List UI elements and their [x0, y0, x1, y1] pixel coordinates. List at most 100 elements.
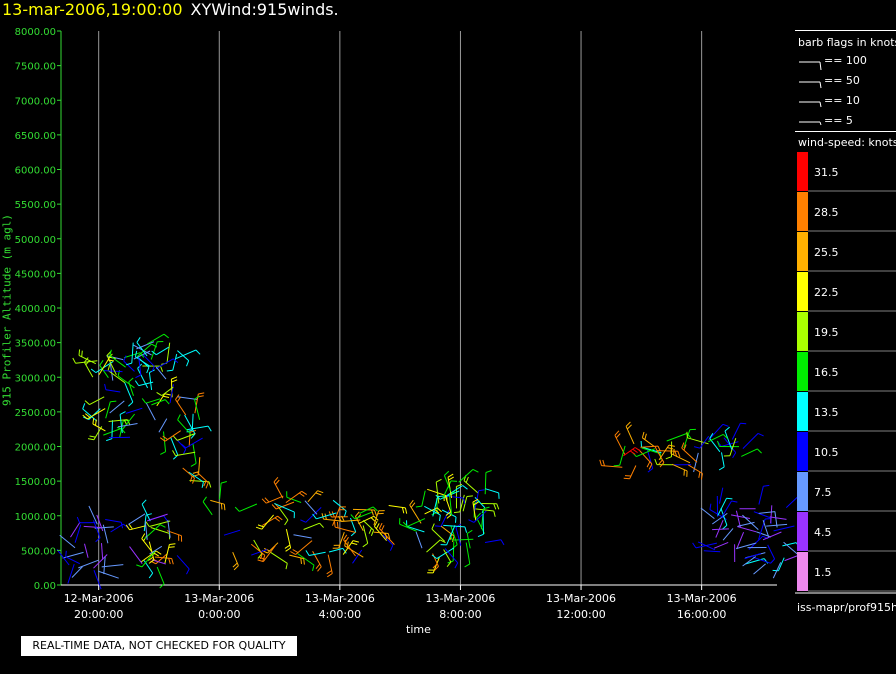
- wind-barb: [155, 358, 174, 370]
- wind-barb-flag: [257, 553, 263, 559]
- y-axis-label: 915 Profiler Altitude (m agl): [0, 213, 14, 407]
- y-tick-label: 6000.00: [15, 166, 56, 177]
- wind-barb: [473, 510, 487, 523]
- wind-barb: [458, 469, 474, 483]
- wind-barb: [304, 500, 318, 515]
- wind-barb: [362, 520, 374, 531]
- wind-barb: [431, 528, 446, 542]
- x-tick-label: 16:00:00: [677, 608, 726, 621]
- wind-barb: [147, 513, 168, 522]
- wind-barb-flag: [770, 558, 775, 564]
- speed-label: 7.5: [814, 486, 832, 499]
- wind-barb: [97, 570, 119, 579]
- wind-barb-flag: [78, 349, 81, 356]
- wind-barb: [642, 437, 655, 447]
- wind-barb-flag: [632, 448, 638, 454]
- wind-barb: [136, 342, 148, 357]
- speed-label: 4.5: [814, 526, 832, 539]
- wind-barb-flag: [72, 357, 77, 364]
- wind-barb-flag: [500, 539, 505, 546]
- wind-barb: [128, 381, 134, 396]
- wind-barb-flag: [346, 541, 349, 548]
- wind-barb: [712, 512, 728, 525]
- wind-barb-flag: [344, 536, 349, 543]
- wind-barb-flag: [160, 451, 166, 455]
- wind-barb: [758, 511, 775, 514]
- wind-barb-flag: [89, 435, 96, 438]
- speed-label: 13.5: [814, 406, 839, 419]
- wind-barb: [188, 432, 191, 447]
- wind-barb: [141, 550, 156, 568]
- speed-color-swatch: [797, 352, 808, 391]
- wind-barb-flag: [123, 355, 127, 362]
- wind-barb-flag: [172, 435, 178, 441]
- wind-barb-flag: [257, 524, 264, 528]
- y-tick-label: 500.00: [21, 546, 56, 557]
- wind-barb: [352, 549, 363, 564]
- wind-barb: [443, 475, 452, 492]
- wind-barb-flag: [446, 514, 452, 519]
- wind-barb-flag: [84, 413, 91, 418]
- wind-barb: [273, 481, 284, 499]
- wind-barb: [484, 472, 487, 495]
- wind-barb-flag: [141, 398, 147, 404]
- speed-color-swatch: [797, 312, 808, 351]
- wind-barb-flag: [370, 530, 375, 536]
- wind-barb-flag: [145, 513, 152, 516]
- wind-barb-flag: [462, 497, 466, 504]
- x-axis-label: time: [406, 623, 431, 636]
- wind-barb-flag: [716, 440, 720, 447]
- wind-barb: [641, 447, 661, 455]
- wind-barb-flag: [626, 424, 632, 430]
- wind-barb: [485, 488, 499, 494]
- wind-barb-flag: [284, 519, 289, 526]
- wind-barb-flag: [203, 480, 207, 487]
- wind-barb-flag: [436, 507, 442, 513]
- wind-barb-flag: [473, 501, 479, 506]
- wind-barb: [731, 423, 741, 440]
- wind-barb: [108, 419, 128, 422]
- wind-barb: [712, 528, 729, 531]
- wind-barb: [75, 360, 98, 364]
- wind-barb-flag: [177, 414, 181, 421]
- wind-barb: [773, 525, 795, 532]
- wind-barb: [223, 529, 241, 536]
- wind-barb: [475, 508, 494, 512]
- wind-barb: [382, 534, 394, 546]
- wind-barb: [277, 506, 289, 521]
- wind-barb-flag: [95, 537, 101, 543]
- wind-barb-flag: [641, 431, 645, 438]
- wind-barb: [93, 520, 101, 538]
- wind-barb: [182, 467, 195, 479]
- wind-barb-flag: [151, 350, 157, 356]
- wind-barb: [232, 552, 239, 566]
- wind-barb-flag: [384, 533, 388, 540]
- wind-barb: [270, 551, 288, 564]
- wind-barb-flag: [722, 434, 728, 439]
- wind-barb: [286, 496, 302, 503]
- y-tick-label: 4000.00: [15, 304, 56, 315]
- wind-barb-flag: [148, 572, 154, 579]
- wind-barb-flag: [445, 511, 451, 516]
- wind-barb: [446, 525, 456, 546]
- chart-title: XYWind:915winds.: [190, 0, 339, 19]
- wind-barb: [344, 545, 364, 558]
- wind-barb: [421, 490, 426, 507]
- wind-barb-flag: [271, 504, 277, 510]
- x-tick-label: 8:00:00: [439, 608, 481, 621]
- wind-barb: [343, 539, 356, 557]
- wind-barb: [753, 511, 772, 519]
- wind-barb-flag: [195, 349, 201, 355]
- wind-barb-flag: [464, 563, 471, 568]
- y-tick-label: 0.00: [34, 581, 56, 592]
- wind-barb-flag: [171, 558, 174, 565]
- speed-label: 25.5: [814, 246, 839, 259]
- wind-barb-flag: [327, 573, 333, 578]
- wind-barb: [407, 518, 426, 527]
- wind-barb: [619, 445, 626, 466]
- wind-barb-flag: [683, 444, 687, 451]
- wind-barb: [362, 525, 369, 544]
- wind-barb-flag: [125, 362, 132, 366]
- wind-barb: [332, 499, 347, 512]
- wind-barb: [117, 375, 135, 389]
